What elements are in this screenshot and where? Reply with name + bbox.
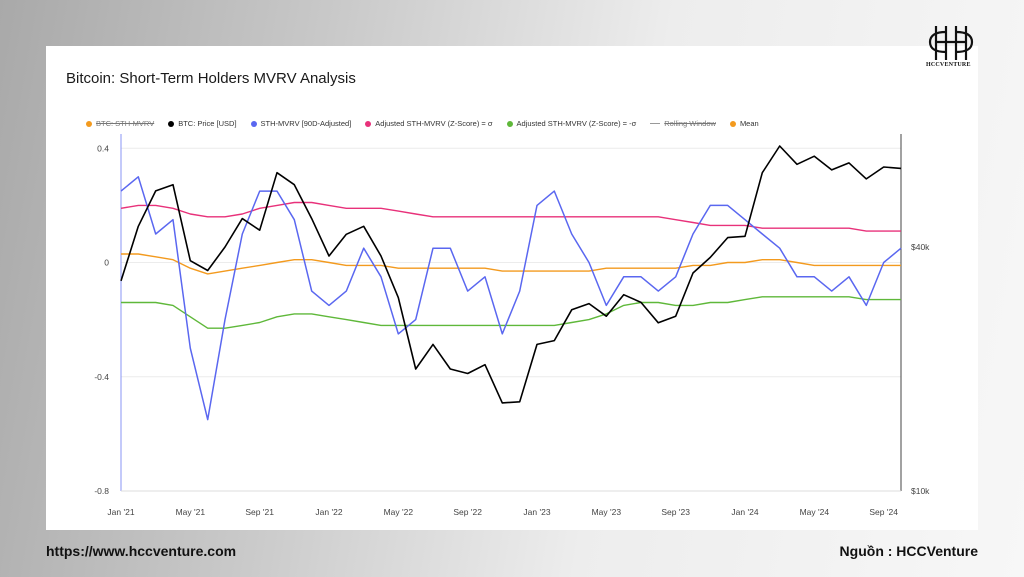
legend-item[interactable]: BTC: STH-MVRV [86, 119, 154, 128]
legend-swatch [506, 120, 513, 127]
x-tick-label: Jan '21 [107, 507, 134, 517]
legend-label: Mean [739, 119, 759, 128]
legend-swatch [365, 120, 372, 127]
y-tick-label: 0.4 [97, 143, 109, 153]
legend-item[interactable]: Adjusted STH-MVRV (Z-Score) = σ [365, 119, 493, 128]
y-right-tick-label: $10k [911, 486, 930, 496]
legend-swatch [729, 120, 736, 127]
chart-legend: BTC: STH-MVRV BTC: Price [USD] STH-MVRV [9… [86, 119, 759, 128]
footer-source: Nguồn : HCCVenture [839, 543, 978, 559]
series-line-sth-mvrv-90d-adjusted [120, 176, 902, 421]
x-tick-label: Sep '24 [869, 507, 898, 517]
legend-label: BTC: STH-MVRV [96, 119, 155, 128]
chart-title: Bitcoin: Short-Term Holders MVRV Analysi… [66, 70, 356, 87]
legend-label: STH-MVRV [90D-Adjusted] [260, 119, 352, 128]
chart-card: Bitcoin: Short-Term Holders MVRV Analysi… [46, 46, 978, 530]
x-tick-label: Jan '24 [731, 507, 758, 517]
legend-swatch [168, 120, 175, 127]
legend-label: Rolling Window [664, 119, 716, 128]
legend-item[interactable]: BTC: Price [USD] [168, 119, 237, 128]
x-tick-label: Sep '23 [661, 507, 690, 517]
series-line-btc-price-usd [120, 145, 902, 404]
legend-item[interactable]: Adjusted STH-MVRV (Z-Score) = -σ [506, 119, 637, 128]
y-tick-label: -0.8 [94, 486, 109, 496]
legend-label: Adjusted STH-MVRV (Z-Score) = -σ [516, 119, 637, 128]
x-tick-label: May '24 [800, 507, 830, 517]
footer-url-link[interactable]: https://www.hccventure.com [46, 543, 237, 559]
x-tick-label: Sep '22 [453, 507, 482, 517]
legend-item[interactable]: Rolling Window [650, 119, 716, 128]
x-tick-label: Jan '23 [523, 507, 550, 517]
x-tick-label: Jan '22 [315, 507, 342, 517]
legend-swatch [86, 120, 92, 127]
y-tick-label: -0.4 [94, 372, 109, 382]
legend-swatch [250, 120, 257, 127]
series-line-mean [121, 253, 901, 275]
legend-item[interactable]: STH-MVRV [90D-Adjusted] [250, 119, 352, 128]
x-tick-label: May '23 [592, 507, 622, 517]
logo-text: HCCVENTURE [926, 62, 971, 68]
chart-plot: 0.4 0 -0.4 -0.8 $40k $10k Jan '21 May '21 Sep '2… [94, 134, 930, 517]
y-right-tick-label: $40k [911, 242, 930, 252]
legend-swatch [650, 123, 661, 124]
hcc-monogram-icon [928, 26, 974, 60]
x-tick-label: Sep '21 [245, 507, 274, 517]
x-tick-label: May '21 [176, 507, 206, 517]
legend-label: Adjusted STH-MVRV (Z-Score) = σ [375, 119, 493, 128]
legend-item[interactable]: Mean [729, 119, 759, 128]
x-tick-label: May '22 [384, 507, 414, 517]
series-line-adjusted-sth-mvrv-z-score [121, 296, 901, 329]
legend-label: BTC: Price [USD] [178, 119, 237, 128]
y-tick-label: 0 [104, 258, 109, 268]
